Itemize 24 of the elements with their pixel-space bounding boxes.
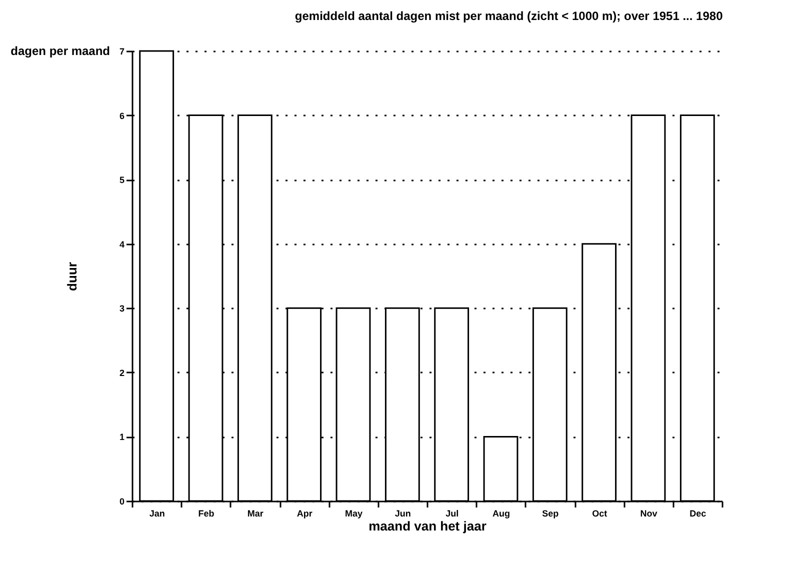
x-tick-label: May <box>344 508 363 518</box>
y-tick-label: 0 <box>119 496 124 506</box>
x-tick-label: Sep <box>542 508 560 518</box>
x-tick-label: Aug <box>492 508 510 518</box>
x-tick-label: Dec <box>690 508 706 518</box>
y-tick-label: 1 <box>119 432 124 442</box>
y-tick-label: 5 <box>119 175 124 186</box>
x-tick-label: Mar <box>247 508 264 518</box>
x-tick-label: Jan <box>149 508 165 518</box>
y-tick-label: 7 <box>119 46 124 56</box>
y-tick-label: 3 <box>119 304 124 314</box>
x-axis-title: maand van het jaar <box>368 518 486 534</box>
y-axis-title: duur <box>64 262 80 291</box>
y-tick-label: 2 <box>119 368 124 378</box>
text: dagen per maand <box>10 44 110 58</box>
chart-title: gemiddeld aantal dagen mist per maand (zicht < 1000 m); over 1951 ... 1980 <box>294 9 724 23</box>
x-tick-label: Feb <box>198 508 215 518</box>
x-tick-label: Nov <box>640 508 658 518</box>
y-tick-label: 4 <box>119 239 124 250</box>
x-tick-label: Jul <box>446 508 459 518</box>
x-tick-label: Jun <box>394 508 411 518</box>
y-tick-label: 6 <box>119 110 124 121</box>
x-tick-label: Apr <box>296 508 313 518</box>
x-tick-label: Oct <box>592 508 608 518</box>
